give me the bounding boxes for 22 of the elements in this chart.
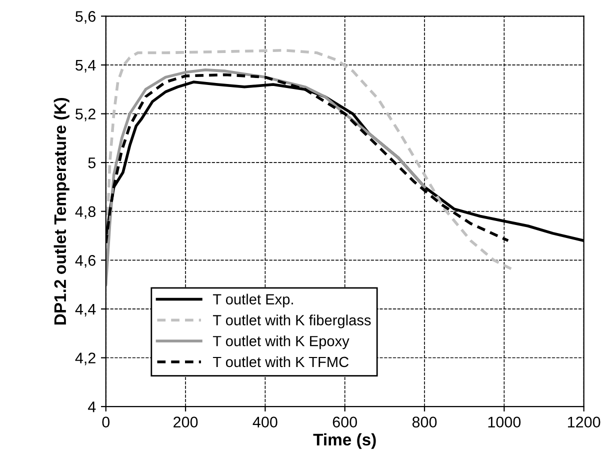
y-tick-label: 4,6: [75, 255, 96, 268]
y-tick-label: 4,2: [75, 352, 96, 366]
x-tick-label: 400: [252, 416, 278, 428]
legend-label: T outlet with K TFMC: [212, 356, 349, 368]
y-tick-label: 5,2: [76, 108, 96, 122]
x-tick-label: 800: [412, 416, 437, 428]
x-tick-label: 1200: [568, 416, 600, 428]
y-axis-title: DP1.2 outlet Temperature (K): [54, 98, 70, 324]
y-tick-label: 5: [88, 158, 96, 168]
y-tick-label: 5,6: [76, 11, 96, 24]
x-tick-label: 200: [174, 416, 198, 428]
legend-label: T outlet Exp.: [212, 294, 293, 308]
x-tick-label: 600: [332, 416, 357, 428]
y-tick-label: 4,4: [75, 304, 96, 316]
y-tick-label: 4,8: [75, 206, 96, 219]
legend-label: T outlet with K fiberglass: [212, 314, 371, 328]
y-tick-label: 5,4: [76, 60, 96, 72]
x-axis-title: Time (s): [313, 433, 376, 449]
y-tick-label: 4: [88, 402, 96, 412]
legend-label: T outlet with K Epoxy: [212, 336, 350, 350]
x-tick-label: 0: [102, 416, 110, 428]
x-tick-label: 1000: [488, 416, 521, 428]
